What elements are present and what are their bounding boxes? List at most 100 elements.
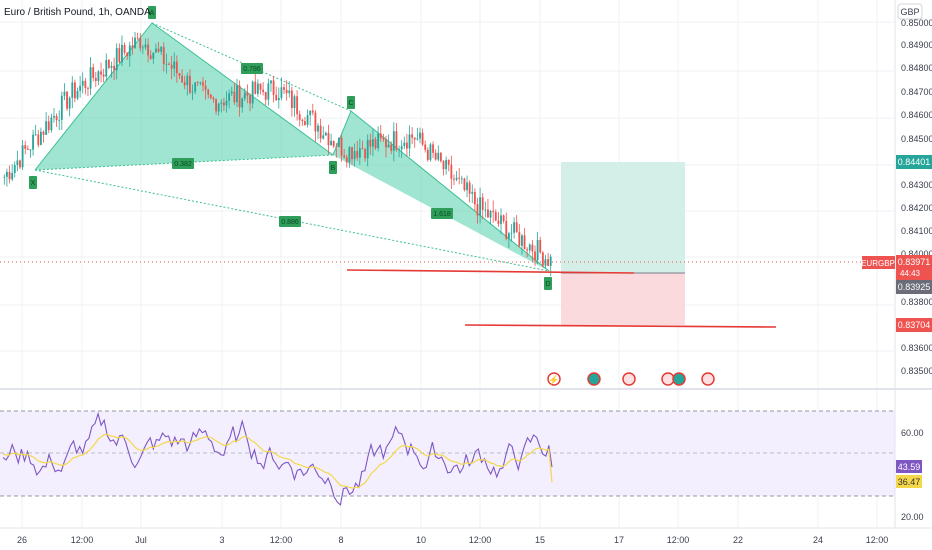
currency-label[interactable]: GBP <box>897 3 923 20</box>
price-tick-labels: 0.85000 0.84900 0.84800 0.84700 0.84600 … <box>901 18 932 376</box>
candle-body <box>361 148 364 150</box>
candle-body <box>374 139 377 149</box>
candle-body <box>126 52 129 57</box>
candle-body <box>92 67 95 78</box>
candle-body <box>544 259 547 266</box>
candle-body <box>249 95 251 104</box>
candle-body <box>186 75 189 86</box>
candle-body <box>97 71 100 81</box>
candle-body <box>262 89 265 93</box>
candle-body <box>338 137 340 148</box>
event-dot-icon[interactable] <box>587 372 601 386</box>
candle-body <box>3 176 6 178</box>
candle-body <box>484 209 487 211</box>
candle-body <box>304 121 306 125</box>
candle-body <box>322 135 325 139</box>
time-tick: 15 <box>535 535 545 545</box>
candle-body <box>309 110 312 116</box>
candle-body <box>500 215 502 224</box>
candle-body <box>175 61 178 74</box>
candle-body <box>398 149 400 151</box>
candle-body <box>71 82 74 98</box>
candle-body <box>385 139 387 148</box>
candle-body <box>13 165 16 174</box>
candle-body <box>526 249 529 251</box>
stop-loss-line[interactable] <box>464 324 777 328</box>
candle-body <box>534 251 536 261</box>
time-tick: 10 <box>416 535 426 545</box>
event-dot-icon-2[interactable] <box>672 372 686 386</box>
candle-body <box>267 83 270 100</box>
price-tick: 0.83600 <box>901 343 932 353</box>
candle-body <box>424 144 427 150</box>
time-tick: 26 <box>17 535 27 545</box>
pattern-point-x: X <box>29 176 37 189</box>
candle-body <box>419 132 421 139</box>
candle-body <box>6 171 8 177</box>
candle-body <box>531 244 534 252</box>
candle-body <box>505 221 508 239</box>
candle-body <box>60 95 63 120</box>
candle-body <box>403 142 406 146</box>
candle-body <box>8 171 11 180</box>
flag-eu-icon[interactable] <box>622 372 636 386</box>
flag-uk-icon[interactable] <box>661 372 675 386</box>
candle-body <box>345 157 348 163</box>
candle-body <box>510 232 513 234</box>
entry-price-badge: 0.83925 <box>896 280 932 294</box>
candle-body <box>392 131 395 151</box>
candle-body <box>324 132 327 136</box>
candle-body <box>364 149 366 159</box>
candle-body <box>356 151 359 158</box>
candle-body <box>29 149 32 151</box>
candle-body <box>395 131 398 150</box>
svg-text:C: C <box>348 100 353 107</box>
candle-body <box>521 235 523 246</box>
candle-body <box>353 151 356 160</box>
flag-eu-icon-2[interactable] <box>701 372 715 386</box>
svg-text:43.59: 43.59 <box>898 462 921 472</box>
svg-text:⚡: ⚡ <box>548 374 559 386</box>
candle-body <box>144 44 147 48</box>
candle-body <box>155 48 157 53</box>
candle-body <box>168 63 170 65</box>
candle-body <box>479 197 482 216</box>
candle-body <box>285 89 288 94</box>
candle-body <box>199 82 202 84</box>
ratio-label-xad: 0.886 <box>279 216 301 227</box>
time-axis-labels[interactable]: 26 12:00 Jul 3 12:00 8 10 12:00 15 17 12… <box>17 535 888 545</box>
candle-body <box>332 140 335 147</box>
candle-body <box>471 192 474 194</box>
event-markers[interactable]: ⚡ <box>547 372 715 386</box>
candle-body <box>220 102 223 104</box>
ratio-label-xab: 0.382 <box>172 158 194 169</box>
candle-body <box>228 93 231 101</box>
stop-price-badge: 0.83704 <box>896 318 932 332</box>
candle-body <box>212 97 215 100</box>
earnings-flash-icon[interactable] <box>547 372 561 386</box>
candle-body <box>209 94 212 98</box>
svg-text:B: B <box>331 165 336 172</box>
time-tick: 3 <box>219 535 224 545</box>
candle-body <box>317 125 319 132</box>
candle-body <box>280 87 283 98</box>
candle-body <box>372 139 374 147</box>
candle-body <box>288 90 291 94</box>
candle-body <box>439 152 442 162</box>
candle-body <box>387 144 390 148</box>
support-line[interactable] <box>346 269 635 274</box>
candle-body <box>136 37 139 39</box>
price-tick: 0.84500 <box>901 134 932 144</box>
candle-body <box>463 178 466 191</box>
candle-body <box>243 92 246 99</box>
candle-body <box>319 125 322 139</box>
candle-body <box>466 182 468 191</box>
pattern-bcd-fill <box>333 111 549 271</box>
candle-body <box>275 94 278 101</box>
candle-body <box>47 121 50 131</box>
price-tick: 0.84700 <box>901 87 932 97</box>
candle-body <box>121 45 123 63</box>
rsi-tick: 60.00 <box>901 428 924 438</box>
svg-text:0.886: 0.886 <box>281 219 299 226</box>
